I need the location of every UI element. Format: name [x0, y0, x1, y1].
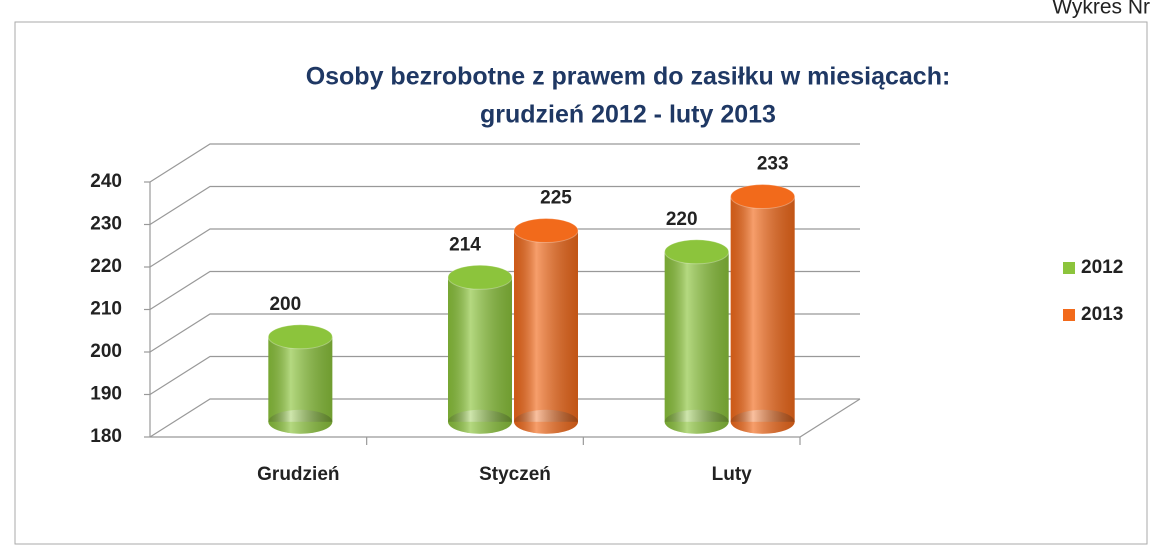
- bar: [730, 184, 796, 434]
- grid-line: [149, 185, 860, 226]
- bar-part: [730, 196, 795, 422]
- y-tick-label: 210: [90, 299, 122, 320]
- legend-swatch: [1063, 309, 1075, 321]
- x-tick-label: Styczeń: [479, 464, 551, 485]
- grid-line: [149, 143, 860, 183]
- bar-part: [447, 264, 513, 290]
- chart-title: grudzień 2012 - luty 2013: [480, 101, 776, 129]
- bar-part: [664, 409, 729, 434]
- y-tick-label: 200: [90, 341, 122, 362]
- bar-part: [448, 277, 512, 422]
- y-tick-label: 190: [90, 384, 122, 405]
- bar-part: [664, 251, 729, 422]
- grid-line: [149, 313, 860, 353]
- y-tick-label: 240: [90, 171, 122, 192]
- bar-part: [730, 184, 796, 210]
- bar-part: [513, 218, 579, 244]
- bar: [447, 264, 513, 434]
- x-tick-label: Luty: [712, 464, 753, 485]
- bar-part: [514, 409, 578, 434]
- data-label: 200: [269, 294, 301, 315]
- bar-part: [267, 324, 333, 350]
- bar: [513, 218, 579, 434]
- bar-part: [730, 409, 795, 434]
- x-tick-label: Grudzień: [257, 464, 339, 485]
- bar-part: [514, 230, 578, 422]
- chart-title: Osoby bezrobotne z prawem do zasiłku w m…: [306, 63, 951, 91]
- data-label: 225: [540, 188, 572, 209]
- grid-line: [149, 398, 860, 438]
- bar: [664, 239, 730, 434]
- bar-part: [268, 409, 333, 434]
- grid-line: [149, 228, 860, 268]
- y-tick-label: 180: [90, 426, 122, 447]
- bar-part: [664, 239, 730, 265]
- legend-swatch: [1063, 262, 1075, 274]
- header: Wykres Nr: [1052, 0, 1150, 19]
- legend-label: 2013: [1081, 304, 1123, 325]
- bar-part: [268, 336, 333, 422]
- data-label: 220: [666, 209, 698, 230]
- bar-part: [448, 409, 512, 434]
- data-label: 233: [757, 154, 789, 175]
- bar: [267, 324, 333, 434]
- legend-label: 2012: [1081, 257, 1123, 278]
- data-label: 214: [449, 234, 481, 255]
- grid-line: [149, 355, 860, 396]
- y-tick-label: 230: [90, 214, 122, 235]
- y-tick-label: 220: [90, 256, 122, 277]
- chart-frame: [14, 21, 1148, 545]
- grid-line: [149, 270, 860, 311]
